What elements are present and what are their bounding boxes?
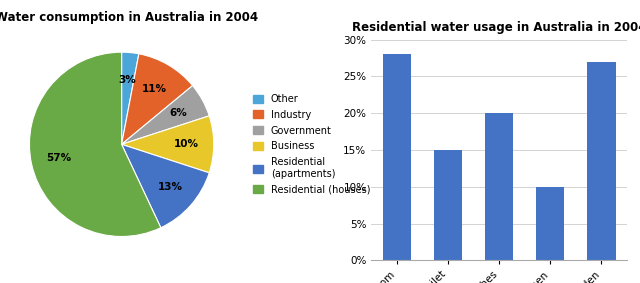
Wedge shape <box>122 144 209 228</box>
Bar <box>588 62 616 260</box>
Bar <box>434 150 462 260</box>
Text: 13%: 13% <box>157 182 182 192</box>
Text: 57%: 57% <box>46 153 71 163</box>
Wedge shape <box>122 116 214 173</box>
Wedge shape <box>122 52 139 144</box>
Wedge shape <box>29 52 161 237</box>
Title: Residential water usage in Australia in 2004: Residential water usage in Australia in … <box>352 21 640 34</box>
Wedge shape <box>122 54 193 144</box>
Bar <box>536 187 564 260</box>
Text: Water consumption in Australia in 2004: Water consumption in Australia in 2004 <box>0 11 258 24</box>
Text: 11%: 11% <box>142 84 167 94</box>
Bar <box>485 113 513 260</box>
Text: 10%: 10% <box>173 139 198 149</box>
Legend: Other, Industry, Government, Business, Residential
(apartments), Residential (ho: Other, Industry, Government, Business, R… <box>253 94 370 195</box>
Wedge shape <box>122 85 209 144</box>
Bar <box>383 54 411 260</box>
Text: 3%: 3% <box>119 75 136 85</box>
Text: 6%: 6% <box>169 108 187 118</box>
